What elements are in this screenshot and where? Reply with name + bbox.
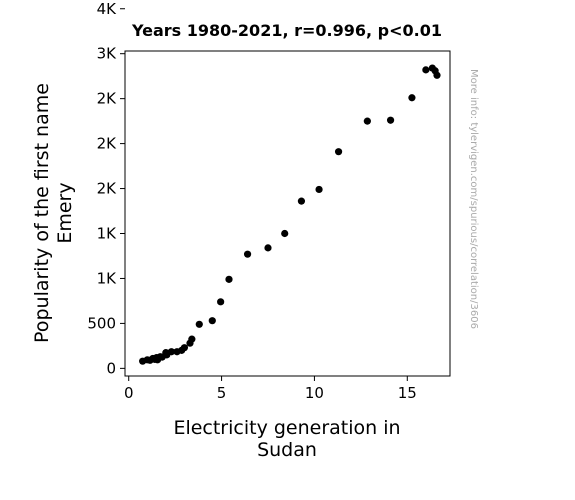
y-tick-label: 1K [97, 269, 118, 287]
y-tick-label: 4K [97, 0, 118, 18]
data-point [180, 344, 189, 352]
data-point [334, 148, 343, 156]
y-tick-label: 1K [97, 225, 118, 243]
data-point [315, 185, 323, 194]
data-point [433, 71, 441, 79]
y-tick-label: 500 [87, 314, 116, 332]
y-axis-label-line-2: Emery [54, 182, 76, 243]
y-tick-label: 2K [97, 90, 118, 108]
data-point [195, 320, 203, 328]
x-tick-label: 0 [124, 384, 134, 402]
y-tick-label: 2K [97, 135, 118, 153]
data-point [217, 298, 225, 306]
x-tick-label: 15 [398, 384, 417, 402]
y-axis-label-line-1: Popularity of the first name [31, 83, 53, 343]
data-point [363, 117, 371, 125]
chart-title: Years 1980-2021, r=0.996, p<0.01 [131, 21, 442, 40]
data-point [386, 116, 395, 124]
x-tick-label: 5 [217, 384, 227, 402]
y-tick-label: 3K [97, 45, 118, 63]
data-point [243, 250, 252, 258]
data-point [297, 197, 306, 205]
y-tick-label: 0 [106, 359, 116, 377]
data-points [139, 64, 441, 365]
x-axis-label-line-2: Sudan [257, 439, 317, 461]
data-point [281, 229, 289, 238]
plot-frame [124, 50, 451, 377]
data-point [264, 244, 272, 252]
data-point [208, 317, 216, 325]
x-tick-label: 10 [305, 384, 324, 402]
data-point [225, 275, 233, 283]
x-axis-ticks: 0 5 10 15 [124, 376, 417, 402]
watermark-text: More info: tylervigen.com/spurious/corre… [468, 69, 479, 329]
y-axis-ticks: 0 500 1K 1K 2K 2K 2K 3K 4K [87, 0, 125, 377]
data-point [408, 94, 416, 102]
data-point [422, 66, 430, 74]
plot-area [124, 50, 451, 377]
data-point [167, 348, 176, 356]
y-tick-label: 2K [97, 180, 118, 198]
x-axis-label-line-1: Electricity generation in [173, 417, 400, 439]
data-point [188, 335, 196, 343]
